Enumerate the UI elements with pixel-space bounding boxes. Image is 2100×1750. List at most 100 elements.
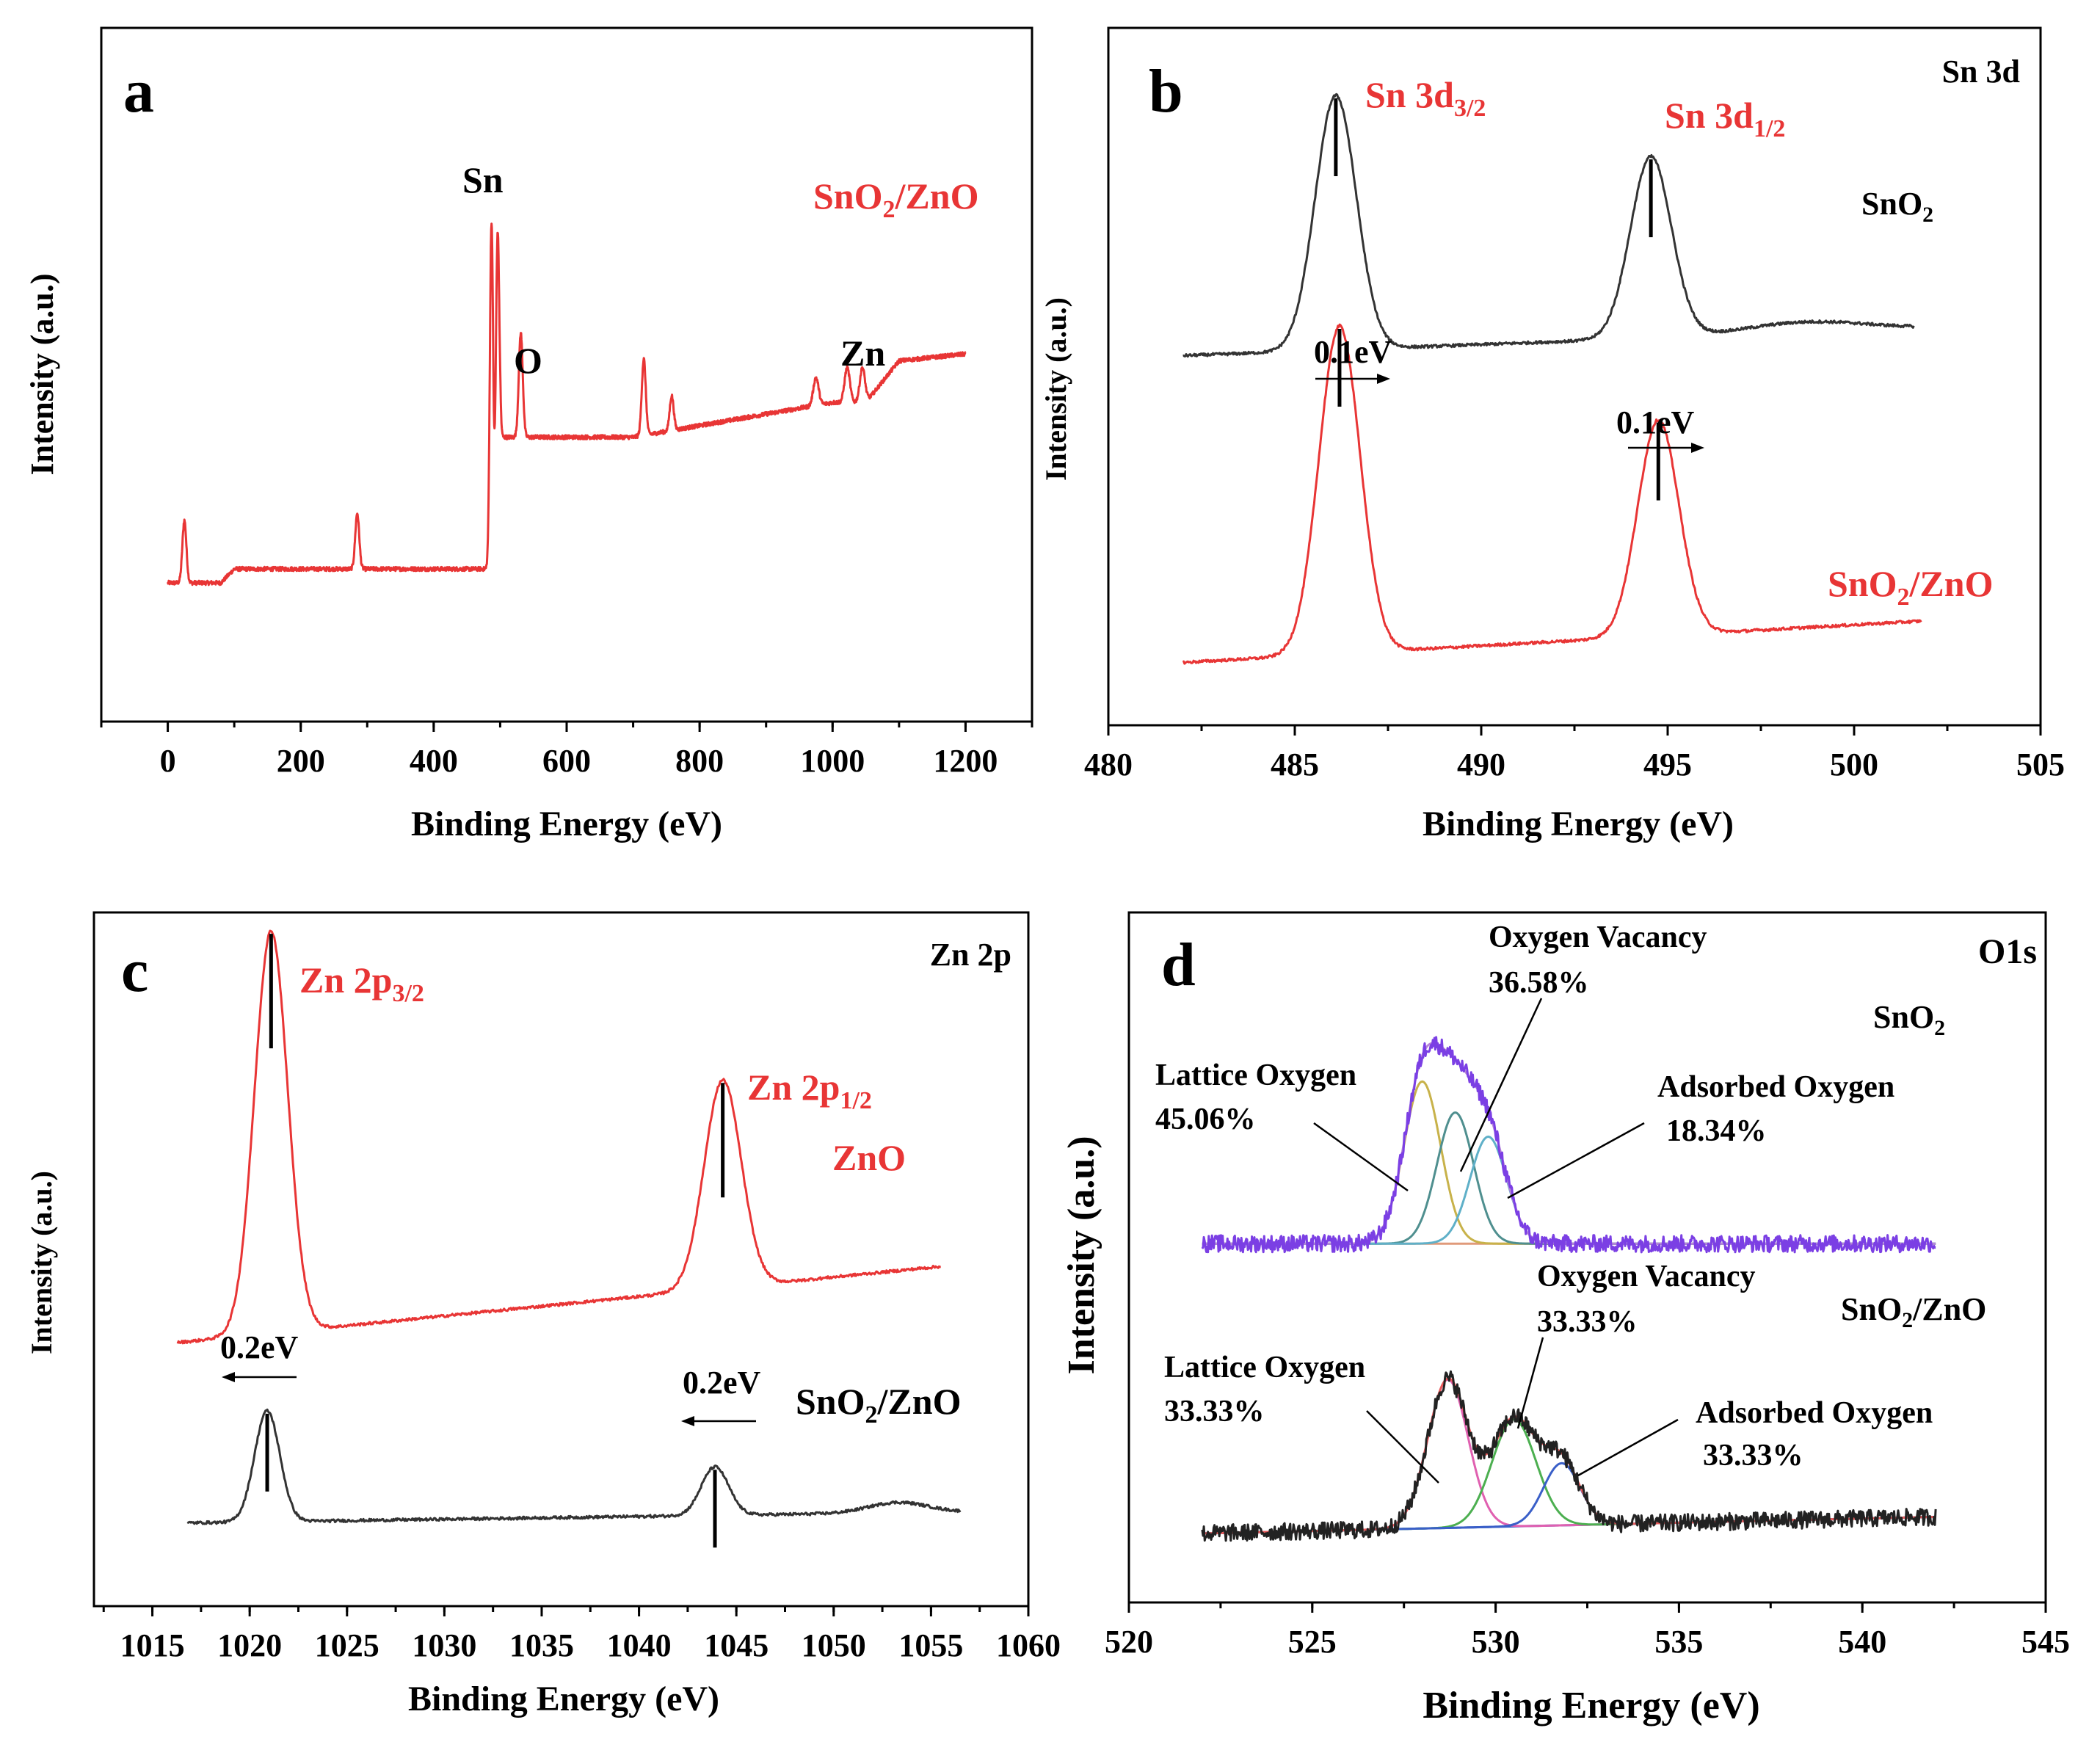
panel-d-ylabel: Intensity (a.u.)	[1061, 1136, 1102, 1374]
panel-d-tick-label: 520	[1105, 1624, 1153, 1660]
panel-d-fit-0-0	[1202, 1080, 1936, 1245]
panel-d-g2-vacancy-leader	[1516, 1337, 1544, 1429]
panel-c-tick-label: 1060	[996, 1627, 1061, 1663]
panel-a-spectrum-sno2-zno	[167, 222, 967, 587]
panel-d: 520 525 530 535 540 545 d O1s Binding Energy …	[1061, 911, 2070, 1727]
panel-c-title: Zn 2p	[930, 937, 1011, 973]
panel-c-tick-label: 1025	[315, 1627, 379, 1663]
panel-b-tick-label: 495	[1643, 747, 1692, 783]
panel-d-g2-vacancy-name: Oxygen Vacancy	[1537, 1260, 1756, 1293]
panel-a-letter: a	[123, 57, 154, 126]
panel-a-tick-label: 1200	[933, 743, 998, 779]
panel-b-letter: b	[1149, 57, 1183, 126]
panel-a-o-label: O	[514, 340, 542, 381]
panel-c-zn32-label: Zn 2p3/2	[299, 959, 424, 1007]
panel-c-spectrum-1	[186, 1408, 962, 1525]
panel-c-ylabel: Intensity (a.u.)	[25, 1171, 58, 1354]
panel-d-g1-lattice-percent: 45.06%	[1155, 1103, 1256, 1136]
panel-d-g1-adsorbed-name: Adsorbed Oxygen	[1657, 1070, 1894, 1104]
panel-d-g1-vacancy-name: Oxygen Vacancy	[1489, 921, 1707, 954]
panel-b-spectrum-1	[1182, 323, 1922, 665]
panel-c-tick-label: 1035	[509, 1627, 574, 1663]
panel-c-spectrum-0	[176, 929, 941, 1345]
panel-c-shift1-arrowhead	[222, 1372, 235, 1382]
panel-d-tick-label: 530	[1472, 1624, 1520, 1660]
panel-a-tick-label: 400	[410, 743, 458, 779]
panel-d-tick-label: 535	[1654, 1624, 1703, 1660]
panel-b-tick-label: 485	[1271, 747, 1319, 783]
panel-b-tick-label: 480	[1084, 747, 1133, 783]
panel-d-sno2-label: SnO2	[1873, 999, 1945, 1040]
panel-b-sn32-label: Sn 3d3/2	[1365, 74, 1486, 122]
panel-a-sample-label: SnO2/ZnO	[813, 175, 978, 223]
panel-b-tick-label: 490	[1457, 747, 1505, 783]
panel-b-tick-label: 500	[1830, 747, 1878, 783]
panel-d-letter: d	[1161, 931, 1196, 999]
panel-c-tick-label: 1040	[607, 1627, 672, 1663]
panel-c-tick-label: 1030	[412, 1627, 476, 1663]
panel-b-spectrum-0	[1182, 92, 1915, 358]
panel-c-tick-label: 1045	[704, 1627, 769, 1663]
panel-d-g1-lattice-leader	[1313, 1122, 1409, 1192]
panel-d-g2-adsorbed-name: Adsorbed Oxygen	[1696, 1396, 1933, 1430]
panel-c-shift2-label: 0.2eV	[683, 1365, 761, 1401]
panel-a-frame	[100, 26, 1033, 723]
panel-b-shift2-arrowhead	[1691, 443, 1704, 453]
panel-c-plot-area	[176, 929, 962, 1548]
panel-d-g1-vacancy-leader	[1459, 998, 1543, 1172]
panel-d-x-ticks: 520 525 530 535 540 545	[1105, 1602, 2070, 1660]
panel-d-g2-lattice-percent: 33.33%	[1164, 1395, 1265, 1428]
panel-a-plot-area	[167, 222, 967, 587]
panel-b-shift2-label: 0.1eV	[1616, 404, 1695, 440]
panel-d-tick-label: 545	[2021, 1624, 2070, 1660]
panel-b-shift1-arrowhead	[1377, 374, 1390, 384]
panel-b-plot-area	[1182, 92, 1922, 665]
panel-d-g2-adsorbed-leader	[1577, 1418, 1679, 1477]
panel-a-tick-label: 600	[542, 743, 591, 779]
panel-c-tick-label: 1015	[120, 1627, 185, 1663]
panel-d-g1-lattice-name: Lattice Oxygen	[1155, 1059, 1356, 1092]
panel-d-raw-0	[1201, 1036, 1936, 1254]
panel-d-plot-area	[1201, 1036, 1937, 1542]
panel-b-tick-label: 505	[2016, 747, 2065, 783]
panel-c-frame	[92, 911, 1030, 1608]
panel-b-sno2-label: SnO2	[1861, 186, 1933, 227]
panel-b: 480 485 490 495 500 505 b Sn 3d Binding Energ…	[1039, 26, 2065, 843]
panel-c-tick-label: 1055	[898, 1627, 963, 1663]
panel-a-xlabel: Binding Energy (eV)	[411, 805, 722, 843]
panel-d-g2-adsorbed-percent: 33.33%	[1703, 1439, 1803, 1473]
panel-c-tick-label: 1050	[802, 1627, 866, 1663]
panel-c: 1015 1020 1025 1030 1035 1040 1045 1050 1055 1060…	[25, 911, 1061, 1718]
panel-d-raw-1	[1201, 1370, 1937, 1542]
panel-d-fit-0-2	[1202, 1136, 1936, 1245]
panel-d-g2-lattice-leader	[1366, 1410, 1439, 1484]
panel-a-ylabel: Intensity (a.u.)	[24, 273, 60, 475]
panel-d-g2-lattice-name: Lattice Oxygen	[1164, 1351, 1365, 1384]
panel-a-tick-label: 200	[277, 743, 325, 779]
panel-b-ylabel: Intensity (a.u.)	[1039, 297, 1072, 481]
panel-d-xlabel: Binding Energy (eV)	[1423, 1685, 1759, 1727]
panel-a: 0 200 400 600 800 1000 1200 a Binding Energy (…	[24, 26, 1033, 843]
panel-a-tick-label: 800	[675, 743, 724, 779]
panel-a-zn-label: Zn	[840, 333, 885, 374]
panel-d-g1-vacancy-percent: 36.58%	[1489, 966, 1589, 1000]
panel-a-x-ticks: 0 200 400 600 800 1000 1200	[100, 722, 1033, 779]
panel-d-g2-vacancy-percent: 33.33%	[1537, 1305, 1638, 1339]
panel-b-shift1-label: 0.1eV	[1314, 334, 1392, 370]
panel-c-shift1-label: 0.2eV	[220, 1329, 299, 1365]
panel-d-fit-0-1	[1202, 1111, 1936, 1245]
panel-c-snozno-label: SnO2/ZnO	[796, 1381, 961, 1428]
panel-b-x-ticks: 480 485 490 495 500 505	[1084, 725, 2065, 783]
panel-d-g1-adsorbed-leader	[1507, 1122, 1645, 1199]
panel-a-sn-label: Sn	[462, 159, 504, 200]
panel-d-tick-label: 540	[1838, 1624, 1886, 1660]
panel-c-letter: c	[121, 937, 148, 1005]
panel-c-zno-label: ZnO	[832, 1137, 906, 1178]
panel-c-shift2-arrowhead	[681, 1416, 694, 1426]
panel-a-tick-label: 0	[160, 743, 176, 779]
panel-c-tick-label: 1020	[217, 1627, 282, 1663]
panel-d-tick-label: 525	[1288, 1624, 1337, 1660]
panel-c-xlabel: Binding Energy (eV)	[408, 1680, 719, 1718]
panel-b-sn12-label: Sn 3d1/2	[1665, 95, 1785, 142]
